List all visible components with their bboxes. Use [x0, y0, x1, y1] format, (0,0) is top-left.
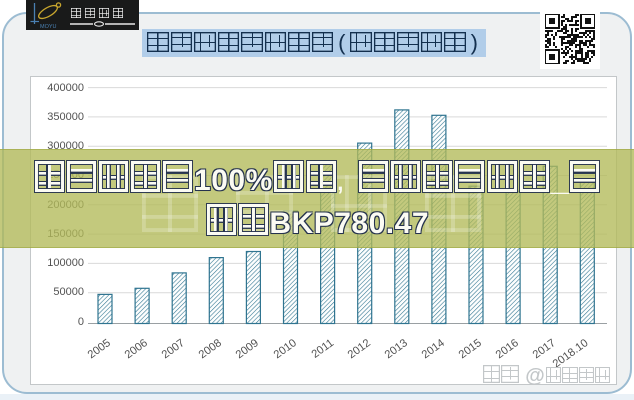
svg-text:MOYU: MOYU [40, 24, 57, 30]
